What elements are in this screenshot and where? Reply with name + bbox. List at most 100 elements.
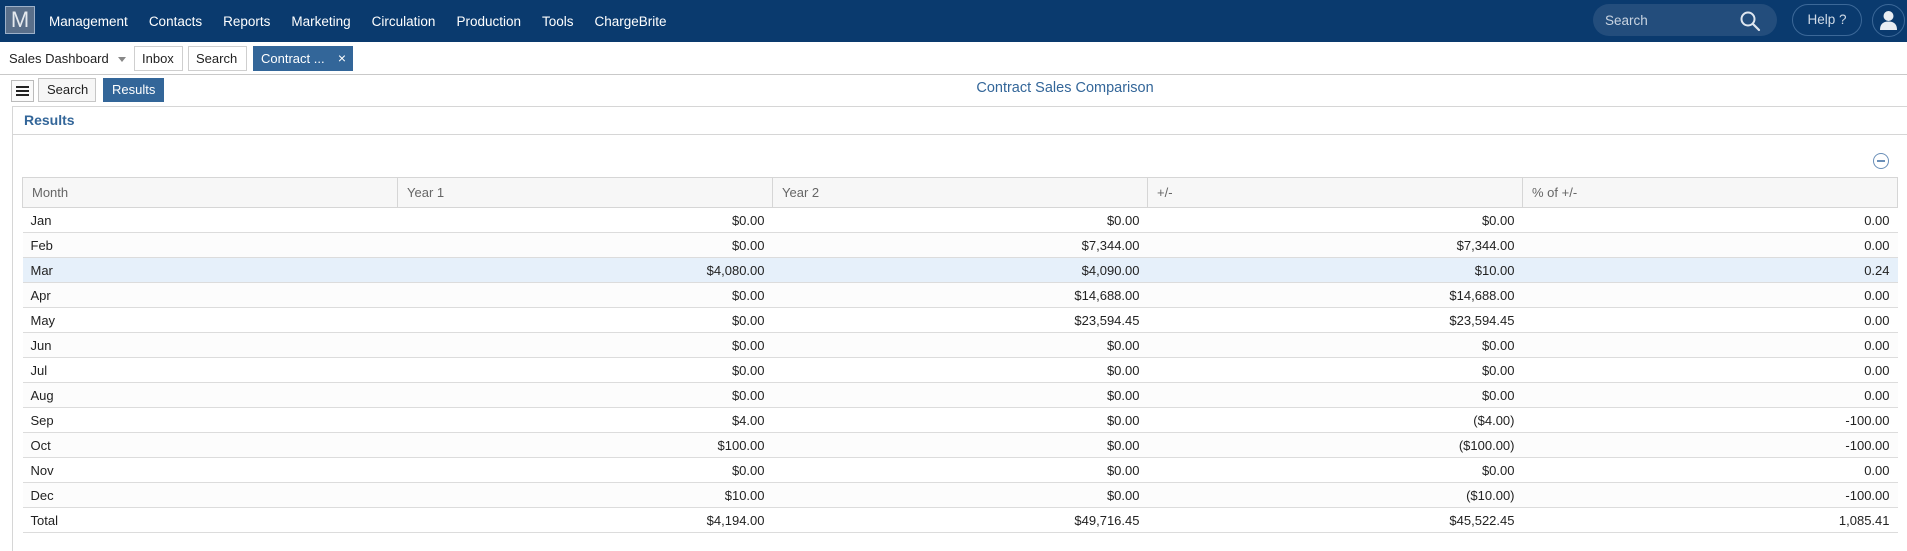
cell-difference: $0.00 [1147,332,1523,358]
cell-year2: $0.00 [772,457,1148,483]
cell-difference: $0.00 [1147,382,1523,408]
cell-year2: $0.00 [772,332,1148,358]
cell-month: Feb [22,232,398,258]
search-input[interactable] [1605,10,1735,30]
table-row[interactable]: May $0.00 $23,594.45 $23,594.45 0.00 [22,307,1898,333]
cell-year1: $4.00 [397,407,773,433]
nav-contacts[interactable]: Contacts [148,13,203,29]
page-title: Contract Sales Comparison [976,80,1154,96]
cell-year1: $0.00 [397,232,773,258]
table-row[interactable]: Apr $0.00 $14,688.00 $14,688.00 0.00 [22,282,1898,308]
close-icon[interactable]: × [337,50,346,66]
cell-year2: $23,594.45 [772,307,1148,333]
menu-icon-bar [16,90,29,92]
cell-year1: $4,194.00 [397,507,773,533]
table-row[interactable]: Jan $0.00 $0.00 $0.00 0.00 [22,207,1898,233]
cell-month: Jul [22,357,398,383]
cell-percent-difference: -100.00 [1522,482,1898,508]
cell-month: Total [22,507,398,533]
cell-year1: $0.00 [397,332,773,358]
cell-month: Sep [22,407,398,433]
cell-difference: ($100.00) [1147,432,1523,458]
cell-month: Aug [22,382,398,408]
column-header-percent-difference[interactable]: % of +/- [1522,177,1898,208]
collapse-icon[interactable] [1873,153,1889,169]
cell-year2: $14,688.00 [772,282,1148,308]
app-logo[interactable]: M [5,6,35,34]
table-header-row: Month Year 1 Year 2 +/- % of +/- [22,177,1898,208]
table-row[interactable]: Feb $0.00 $7,344.00 $7,344.00 0.00 [22,232,1898,258]
cell-difference: $45,522.45 [1147,507,1523,533]
table-row[interactable]: Oct $100.00 $0.00 ($100.00) -100.00 [22,432,1898,458]
cell-difference: $0.00 [1147,357,1523,383]
cell-year2: $0.00 [772,382,1148,408]
cell-difference: $14,688.00 [1147,282,1523,308]
cell-percent-difference: 0.24 [1522,257,1898,283]
chevron-down-icon[interactable] [118,57,126,62]
table-row[interactable]: Jul $0.00 $0.00 $0.00 0.00 [22,357,1898,383]
cell-year2: $0.00 [772,432,1148,458]
cell-difference: $7,344.00 [1147,232,1523,258]
cell-month: Apr [22,282,398,308]
hamburger-menu-button[interactable] [11,80,34,102]
cell-year2: $4,090.00 [772,257,1148,283]
cell-month: May [22,307,398,333]
cell-difference: $0.00 [1147,207,1523,233]
user-menu-button[interactable] [1872,4,1905,37]
cell-percent-difference: 0.00 [1522,307,1898,333]
cell-difference: ($10.00) [1147,482,1523,508]
cell-month: Oct [22,432,398,458]
menu-icon-bar [16,94,29,96]
column-header-month[interactable]: Month [22,177,398,208]
tab-inbox[interactable]: Inbox [134,46,183,71]
global-search [1593,4,1777,36]
table-row[interactable]: Mar $4,080.00 $4,090.00 $10.00 0.24 [22,257,1898,283]
cell-percent-difference: 0.00 [1522,332,1898,358]
cell-year2: $0.00 [772,207,1148,233]
cell-difference: $10.00 [1147,257,1523,283]
cell-year2: $0.00 [772,482,1148,508]
nav-management[interactable]: Management [49,13,128,29]
column-header-year1[interactable]: Year 1 [397,177,773,208]
table-row[interactable]: Sep $4.00 $0.00 ($4.00) -100.00 [22,407,1898,433]
table-row[interactable]: Nov $0.00 $0.00 $0.00 0.00 [22,457,1898,483]
help-button[interactable]: Help ? [1792,4,1862,36]
menu-icon-bar [16,86,29,88]
top-nav-bar: M Management Contacts Reports Marketing … [0,0,1907,42]
search-icon[interactable] [1739,10,1761,32]
search-view-button[interactable]: Search [38,78,96,102]
table-row[interactable]: Dec $10.00 $0.00 ($10.00) -100.00 [22,482,1898,508]
nav-production[interactable]: Production [456,13,521,29]
nav-marketing[interactable]: Marketing [291,13,351,29]
results-table: Month Year 1 Year 2 +/- % of +/- Jan $0.0… [22,177,1898,533]
table-total-row[interactable]: Total $4,194.00 $49,716.45 $45,522.45 1,085.… [22,507,1898,533]
column-header-difference[interactable]: +/- [1147,177,1523,208]
nav-reports[interactable]: Reports [223,13,271,29]
cell-percent-difference: 0.00 [1522,207,1898,233]
column-header-year2[interactable]: Year 2 [772,177,1148,208]
panel-title: Results [24,112,75,128]
cell-month: Jun [22,332,398,358]
cell-percent-difference: -100.00 [1522,432,1898,458]
cell-year1: $0.00 [397,307,773,333]
cell-month: Jan [22,207,398,233]
nav-circulation[interactable]: Circulation [371,13,436,29]
results-panel: Results [12,106,1907,551]
cell-year1: $10.00 [397,482,773,508]
cell-year1: $100.00 [397,432,773,458]
cell-year2: $49,716.45 [772,507,1148,533]
nav-tools[interactable]: Tools [541,13,574,29]
tab-sales-dashboard-label: Sales Dashboard [9,51,109,66]
cell-year2: $0.00 [772,357,1148,383]
cell-percent-difference: 1,085.41 [1522,507,1898,533]
nav-chargebrite[interactable]: ChargeBrite [594,13,667,29]
tab-contract[interactable]: Contract ... × [253,46,353,71]
table-row[interactable]: Jun $0.00 $0.00 $0.00 0.00 [22,332,1898,358]
results-view-button[interactable]: Results [103,78,164,102]
table-row[interactable]: Aug $0.00 $0.00 $0.00 0.00 [22,382,1898,408]
cell-year1: $0.00 [397,382,773,408]
tab-sales-dashboard[interactable]: Sales Dashboard [1,46,131,71]
tab-search[interactable]: Search [188,46,247,71]
cell-percent-difference: 0.00 [1522,457,1898,483]
cell-difference: ($4.00) [1147,407,1523,433]
